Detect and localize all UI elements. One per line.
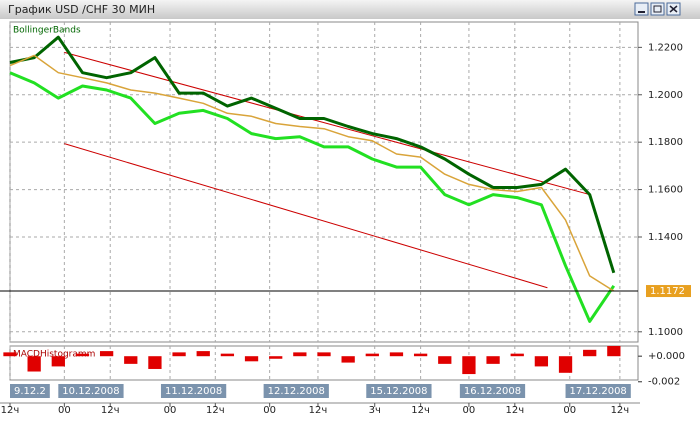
x-tick-label: 00 — [263, 405, 276, 416]
histogram-bar — [462, 356, 476, 375]
date-box — [10, 384, 50, 398]
y-tick-label: +0.000 — [648, 351, 685, 362]
histogram-bar — [196, 351, 210, 357]
x-tick-label: 00 — [463, 405, 476, 416]
x-tick-label: 00 — [164, 405, 177, 416]
histogram-bar — [534, 356, 549, 367]
x-tick-label: 12ч — [309, 405, 328, 416]
icon — [653, 5, 662, 13]
y-tick-label: -0.002 — [648, 377, 680, 388]
x-tick-label: 12ч — [505, 405, 524, 416]
date-label: 15.12.2008 — [370, 386, 427, 397]
window-title: График USD /CHF 30 МИН — [8, 3, 155, 16]
histogram-bar — [607, 346, 621, 357]
macd-panel — [9, 345, 639, 381]
maximize-button[interactable] — [650, 2, 665, 16]
x-tick-label: 3ч — [369, 405, 381, 416]
date-box — [263, 384, 329, 398]
date-box — [459, 384, 526, 398]
x-tick-label: 00 — [58, 405, 71, 416]
y-tick-label: 1.2000 — [648, 90, 683, 101]
series-line — [9, 71, 616, 323]
histogram-bar — [558, 356, 573, 373]
indicator-label: MACDHistogramm — [13, 350, 95, 360]
histogram-bar — [389, 352, 404, 357]
histogram-bar — [269, 356, 283, 359]
histogram-bar — [365, 353, 379, 357]
date-box — [565, 384, 631, 398]
histogram-bar — [148, 356, 162, 369]
histogram-bar — [486, 356, 500, 364]
window-buttons[interactable] — [634, 2, 681, 16]
date-box — [160, 384, 227, 398]
histogram-bar — [438, 356, 452, 364]
histogram-bar — [172, 352, 186, 357]
indicator-label: BollingerBands — [13, 26, 81, 36]
x-tick-label: 00 — [563, 405, 576, 416]
histogram-bar — [124, 356, 138, 364]
date-label: 16.12.2008 — [464, 386, 521, 397]
series-line — [9, 54, 615, 292]
y-tick-label: 1.1000 — [648, 327, 683, 338]
channel-line — [64, 51, 590, 196]
histogram-bar — [244, 356, 259, 362]
histogram-bar — [51, 356, 65, 367]
last-price-box — [646, 285, 691, 298]
minimize-button[interactable] — [634, 2, 649, 16]
histogram-bar — [341, 356, 355, 363]
date-box — [366, 384, 432, 398]
icon — [669, 5, 678, 13]
series-line — [9, 35, 616, 274]
histogram-bar — [3, 352, 17, 357]
histogram-bar — [293, 352, 307, 357]
x-tick-label: 12ч — [411, 405, 430, 416]
date-label: 9.12.2 — [14, 386, 46, 397]
date-label: 10.12.2008 — [62, 386, 119, 397]
y-tick-label: 1.1800 — [648, 137, 683, 148]
title-bar — [0, 0, 700, 19]
y-tick-label: 1.2200 — [648, 42, 683, 53]
x-tick-label: 12ч — [611, 405, 630, 416]
y-tick-label: 1.1600 — [648, 185, 683, 196]
x-tick-label: 12ч — [101, 405, 120, 416]
last-price-label: 1.1172 — [650, 286, 685, 297]
channel-line — [64, 143, 548, 289]
x-tick-label: 12ч — [1, 405, 20, 416]
date-label: 12.12.2008 — [268, 386, 325, 397]
date-label: 11.12.2008 — [165, 386, 222, 397]
histogram-bar — [317, 352, 331, 357]
histogram-bar — [27, 356, 41, 372]
histogram-bar — [413, 353, 428, 357]
histogram-bar — [220, 353, 235, 357]
date-box — [58, 384, 124, 398]
x-tick-label: 12ч — [206, 405, 225, 416]
histogram-bar — [583, 349, 597, 357]
histogram-bar — [75, 353, 90, 357]
date-label: 17.12.2008 — [570, 386, 627, 397]
y-tick-label: 1.1400 — [648, 232, 683, 243]
histogram-bar — [510, 353, 524, 357]
histogram-bar — [99, 351, 114, 357]
